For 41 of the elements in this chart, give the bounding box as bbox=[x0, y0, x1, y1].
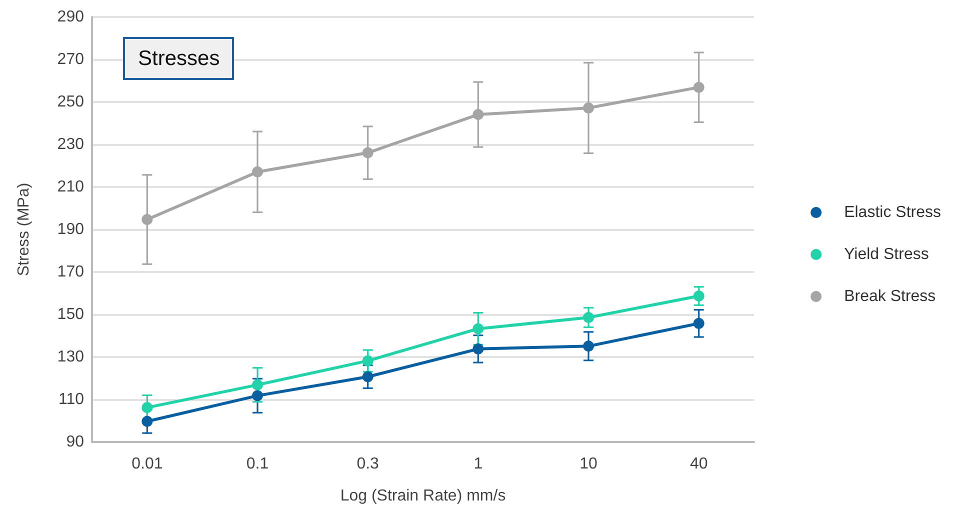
x-tick-label: 10 bbox=[580, 456, 598, 472]
text: Stresses bbox=[138, 47, 220, 70]
y-axis-title: Stress (MPa) bbox=[16, 182, 32, 276]
point bbox=[583, 340, 594, 352]
y-tick-label: 150 bbox=[57, 306, 84, 323]
point bbox=[693, 290, 704, 302]
point bbox=[583, 312, 594, 323]
point bbox=[472, 109, 484, 120]
point bbox=[583, 102, 594, 114]
legend-label: Yield Stress bbox=[844, 246, 929, 263]
x-tick-label: 1 bbox=[474, 456, 483, 472]
point bbox=[252, 390, 263, 402]
point bbox=[142, 416, 153, 427]
legend-label: Break Stress bbox=[844, 288, 936, 305]
point bbox=[472, 343, 484, 354]
point bbox=[362, 371, 374, 382]
x-tick-label: 0.01 bbox=[132, 456, 163, 472]
y-tick-label: 130 bbox=[57, 348, 84, 366]
point bbox=[362, 147, 374, 158]
point bbox=[252, 379, 263, 390]
y-tick-label: 270 bbox=[57, 51, 84, 68]
legend-label: Elastic Stress bbox=[844, 204, 942, 221]
y-tick-label: 170 bbox=[57, 264, 84, 280]
y-tick-label: 110 bbox=[58, 391, 84, 408]
x-tick-label: 40 bbox=[690, 456, 708, 472]
point bbox=[252, 166, 263, 178]
y-tick-label: 230 bbox=[57, 136, 84, 153]
x-tick-label: 0.3 bbox=[356, 456, 380, 472]
point bbox=[142, 214, 153, 226]
y-tick-label: 290 bbox=[57, 8, 84, 26]
point bbox=[693, 82, 704, 93]
y-tick-label: 190 bbox=[57, 221, 84, 238]
y-tick-label: 250 bbox=[57, 94, 84, 110]
point bbox=[362, 355, 374, 366]
point bbox=[142, 402, 153, 414]
y-tick-label: 90 bbox=[66, 434, 84, 450]
x-axis-title: Log (Strain Rate) mm/s bbox=[340, 488, 506, 504]
y-tick-label: 210 bbox=[57, 178, 84, 196]
x-tick-label: 0.1 bbox=[246, 456, 269, 472]
point bbox=[693, 318, 704, 329]
point bbox=[472, 323, 484, 334]
